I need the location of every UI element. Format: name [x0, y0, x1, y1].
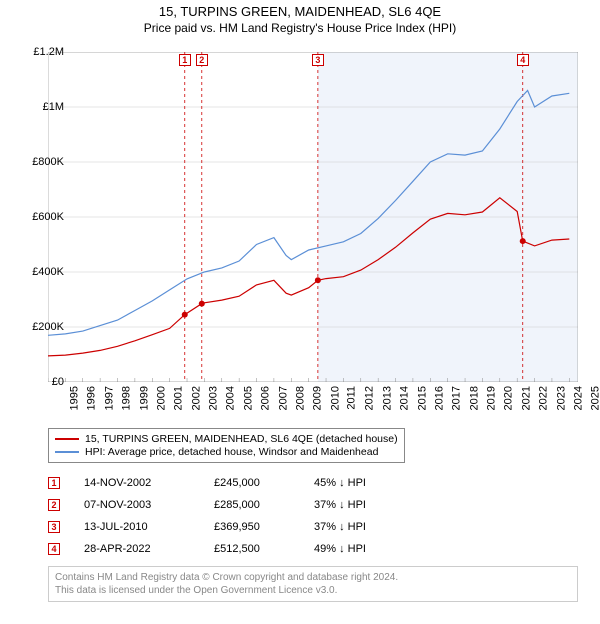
y-tick-label: £0: [18, 376, 64, 388]
legend-label: HPI: Average price, detached house, Wind…: [85, 446, 378, 458]
sale-marker-badge: 4: [517, 54, 529, 66]
x-tick-label: 2015: [416, 386, 428, 410]
sales-table: 1 14-NOV-2002£245,00045% ↓ HPI 2 07-NOV-200…: [48, 472, 404, 560]
x-tick-label: 2012: [364, 386, 376, 410]
x-tick-label: 2007: [277, 386, 289, 410]
x-tick-label: 2009: [312, 386, 324, 410]
sales-price: £512,500: [214, 543, 314, 555]
x-tick-label: 2025: [590, 386, 600, 410]
x-tick-label: 2005: [242, 386, 254, 410]
x-tick-label: 2013: [381, 386, 393, 410]
sale-marker-badge: 3: [312, 54, 324, 66]
y-tick-label: £600K: [18, 211, 64, 223]
attribution: Contains HM Land Registry data © Crown c…: [48, 566, 578, 602]
sales-date: 14-NOV-2002: [84, 477, 214, 489]
sales-date: 07-NOV-2003: [84, 499, 214, 511]
x-tick-label: 2017: [451, 386, 463, 410]
x-tick-label: 2011: [346, 386, 358, 410]
x-tick-label: 2016: [433, 386, 445, 410]
sales-row: 3 13-JUL-2010£369,95037% ↓ HPI: [48, 516, 404, 538]
x-tick-label: 2019: [486, 386, 498, 410]
y-tick-label: £800K: [18, 156, 64, 168]
x-tick-label: 2003: [208, 386, 220, 410]
x-tick-label: 2022: [538, 386, 550, 410]
x-tick-label: 2014: [399, 386, 411, 410]
sales-price: £245,000: [214, 477, 314, 489]
y-tick-label: £400K: [18, 266, 64, 278]
legend-label: 15, TURPINS GREEN, MAIDENHEAD, SL6 4QE (…: [85, 433, 398, 445]
x-tick-label: 1996: [86, 386, 98, 410]
legend: 15, TURPINS GREEN, MAIDENHEAD, SL6 4QE (…: [48, 428, 405, 463]
x-tick-label: 2006: [260, 386, 272, 410]
x-tick-label: 2023: [555, 386, 567, 410]
x-tick-label: 2008: [294, 386, 306, 410]
sales-diff: 49% ↓ HPI: [314, 543, 404, 555]
chart-svg: [48, 52, 578, 382]
x-tick-label: 2002: [190, 386, 202, 410]
x-tick-label: 2004: [225, 386, 237, 410]
attribution-line2: This data is licensed under the Open Gov…: [55, 584, 571, 597]
sales-marker-badge: 1: [48, 477, 60, 489]
legend-swatch: [55, 451, 79, 453]
sale-marker-badge: 2: [196, 54, 208, 66]
page-title: 15, TURPINS GREEN, MAIDENHEAD, SL6 4QE: [0, 4, 600, 19]
y-tick-label: £200K: [18, 321, 64, 333]
sales-date: 28-APR-2022: [84, 543, 214, 555]
x-tick-label: 2000: [155, 386, 167, 410]
sales-date: 13-JUL-2010: [84, 521, 214, 533]
page-subtitle: Price paid vs. HM Land Registry's House …: [0, 21, 600, 35]
sales-diff: 37% ↓ HPI: [314, 521, 404, 533]
sales-marker-badge: 4: [48, 543, 60, 555]
legend-item: 15, TURPINS GREEN, MAIDENHEAD, SL6 4QE (…: [55, 433, 398, 445]
legend-swatch: [55, 438, 79, 440]
x-tick-label: 2001: [173, 386, 185, 410]
x-tick-label: 2018: [468, 386, 480, 410]
sales-marker-badge: 3: [48, 521, 60, 533]
sales-price: £369,950: [214, 521, 314, 533]
sales-price: £285,000: [214, 499, 314, 511]
sales-diff: 37% ↓ HPI: [314, 499, 404, 511]
sales-row: 4 28-APR-2022£512,50049% ↓ HPI: [48, 538, 404, 560]
sale-marker-badge: 1: [179, 54, 191, 66]
sales-diff: 45% ↓ HPI: [314, 477, 404, 489]
legend-item: HPI: Average price, detached house, Wind…: [55, 446, 398, 458]
attribution-line1: Contains HM Land Registry data © Crown c…: [55, 571, 571, 584]
x-tick-label: 1995: [68, 386, 80, 410]
x-tick-label: 1997: [103, 386, 115, 410]
sales-row: 1 14-NOV-2002£245,00045% ↓ HPI: [48, 472, 404, 494]
x-tick-label: 2021: [520, 386, 532, 410]
sales-row: 2 07-NOV-2003£285,00037% ↓ HPI: [48, 494, 404, 516]
y-tick-label: £1M: [18, 101, 64, 113]
x-tick-label: 2010: [329, 386, 341, 410]
chart: [48, 52, 578, 382]
y-tick-label: £1.2M: [18, 46, 64, 58]
x-tick-label: 1998: [121, 386, 133, 410]
sales-marker-badge: 2: [48, 499, 60, 511]
x-tick-label: 1999: [138, 386, 150, 410]
x-tick-label: 2020: [503, 386, 515, 410]
x-tick-label: 2024: [572, 386, 584, 410]
